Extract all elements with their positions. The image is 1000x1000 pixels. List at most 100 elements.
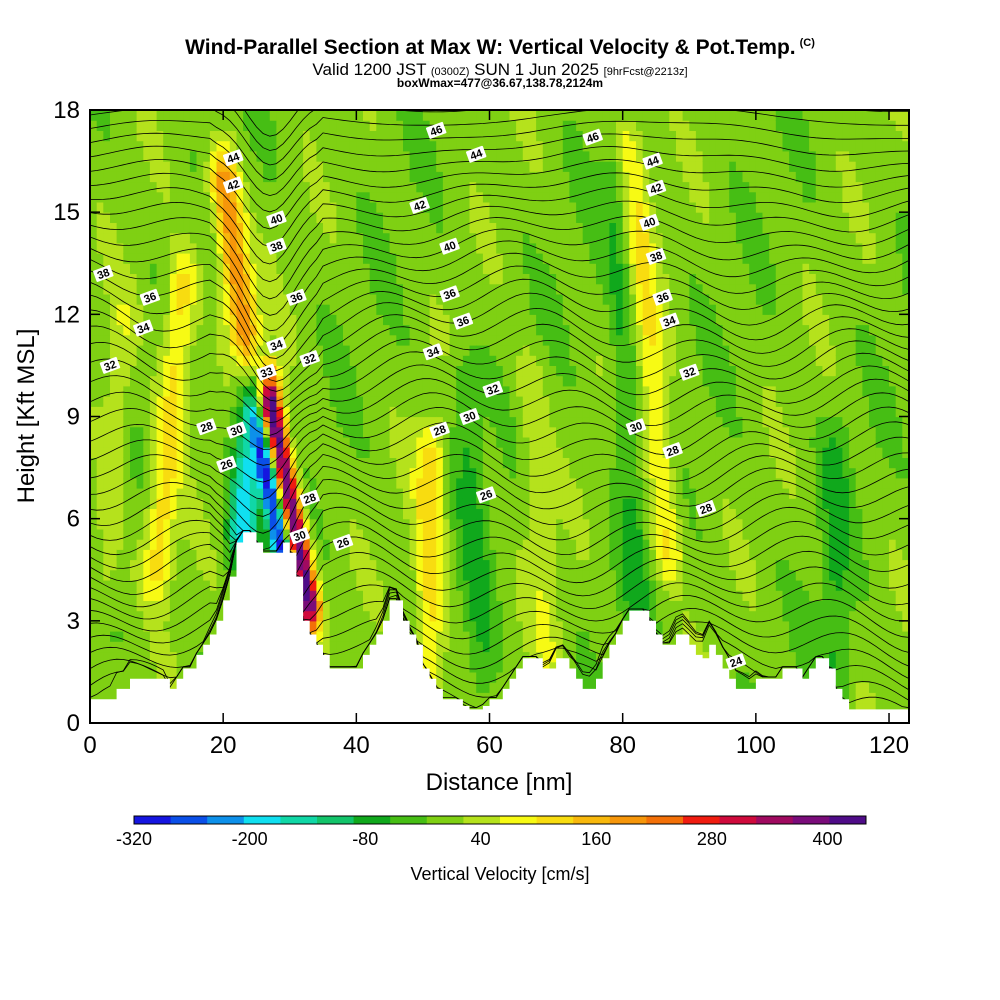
- field-cell: [422, 314, 431, 326]
- field-cell: [489, 406, 497, 418]
- field-cell: [216, 191, 224, 203]
- field-cell: [509, 283, 517, 295]
- field-cell: [529, 641, 537, 653]
- field-cell: [516, 365, 524, 377]
- field-cell: [369, 549, 377, 561]
- field-cell: [596, 671, 604, 683]
- field-cell: [309, 171, 317, 183]
- field-cell: [156, 671, 164, 683]
- field-cell: [249, 518, 258, 530]
- field-cell: [609, 426, 617, 438]
- field-cell: [509, 569, 517, 581]
- field-cell: [502, 416, 511, 428]
- field-cell: [183, 365, 191, 377]
- field-cell: [163, 661, 171, 673]
- field-cell: [349, 457, 357, 469]
- field-cell: [369, 447, 377, 458]
- field-cell: [263, 201, 271, 213]
- field-cell: [462, 365, 471, 377]
- field-cell: [316, 620, 324, 632]
- field-cell: [116, 436, 124, 448]
- field-cell: [216, 426, 224, 438]
- field-cell: [589, 549, 597, 561]
- field-cell: [243, 365, 251, 377]
- field-cell: [316, 447, 324, 458]
- field-cell: [329, 130, 337, 142]
- field-cell: [110, 365, 118, 377]
- field-cell: [163, 590, 171, 601]
- field-cell: [462, 661, 471, 673]
- field-cell: [589, 416, 597, 428]
- field-cell: [556, 222, 564, 234]
- field-cell: [416, 416, 424, 428]
- field-cell: [283, 488, 291, 499]
- field-cell: [116, 181, 124, 193]
- field-cell: [329, 293, 337, 305]
- field-cell: [263, 375, 271, 387]
- field-cell: [509, 161, 517, 172]
- field-cell: [562, 385, 571, 397]
- field-cell: [529, 549, 537, 561]
- field-cell: [316, 191, 324, 203]
- field-cell: [396, 385, 404, 397]
- field-cell: [169, 559, 178, 571]
- field-cell: [469, 385, 477, 397]
- field-cell: [236, 416, 244, 428]
- field-cell: [163, 539, 171, 550]
- field-cell: [489, 253, 497, 264]
- field-cell: [522, 416, 531, 428]
- field-cell: [516, 416, 524, 428]
- field-cell: [529, 447, 537, 458]
- field-cell: [409, 140, 417, 152]
- field-cell: [449, 293, 457, 305]
- field-cell: [329, 498, 337, 509]
- field-cell: [596, 600, 604, 612]
- field-cell: [323, 406, 331, 418]
- field-cell: [236, 110, 244, 121]
- field-cell: [629, 334, 637, 346]
- field-cell: [629, 365, 637, 377]
- field-cell: [369, 283, 377, 295]
- field-cell: [409, 436, 417, 448]
- field-cell: [169, 314, 178, 326]
- field-cell: [103, 641, 111, 653]
- field-cell: [476, 467, 484, 479]
- field-cell: [562, 436, 571, 448]
- field-cell: [522, 283, 531, 295]
- field-cell: [283, 365, 291, 377]
- field-cell: [509, 222, 517, 234]
- field-cell: [243, 120, 251, 131]
- field-cell: [289, 253, 298, 264]
- field-cell: [336, 590, 344, 601]
- field-cell: [169, 610, 178, 622]
- field-cell: [436, 651, 444, 663]
- field-cell: [363, 498, 371, 509]
- field-cell: [203, 222, 211, 234]
- field-cell: [149, 559, 158, 571]
- field-cell: [429, 569, 437, 581]
- field-cell: [436, 539, 444, 550]
- field-cell: [116, 273, 124, 285]
- field-cell: [529, 130, 537, 142]
- field-cell: [110, 345, 118, 356]
- field-cell: [296, 334, 304, 346]
- field-cell: [336, 110, 344, 121]
- field-cell: [482, 212, 491, 223]
- field-cell: [442, 447, 451, 458]
- field-cell: [576, 641, 584, 653]
- field-cell: [229, 355, 238, 366]
- field-cell: [383, 416, 391, 428]
- field-cell: [442, 345, 451, 356]
- field-cell: [449, 253, 457, 264]
- field-cell: [116, 150, 124, 162]
- field-cell: [103, 569, 111, 581]
- field-cell: [209, 232, 218, 244]
- field-cell: [143, 498, 151, 509]
- field-cell: [269, 396, 278, 407]
- field-cell: [622, 447, 630, 458]
- field-cell: [123, 150, 131, 162]
- field-cell: [116, 416, 124, 428]
- field-cell: [502, 120, 511, 131]
- field-cell: [596, 559, 604, 571]
- field-cell: [436, 314, 444, 326]
